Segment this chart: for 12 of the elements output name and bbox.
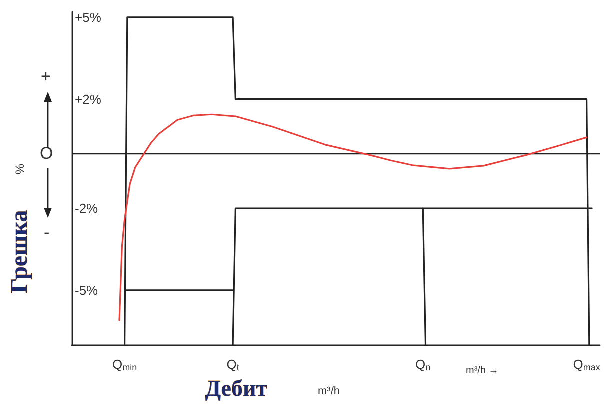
- y-axis-title: Грешка: [7, 210, 34, 294]
- y-tick-label: -5%: [75, 282, 99, 298]
- x-axis-title: Дебит: [205, 376, 268, 402]
- text: m³/h: [318, 386, 340, 398]
- text: +: [41, 67, 51, 86]
- y-tick-label: +5%: [75, 10, 102, 25]
- text: %: [13, 164, 27, 175]
- text: O: [40, 144, 54, 163]
- y-tick-label: +2%: [75, 92, 102, 107]
- y-tick-label: -2%: [75, 201, 99, 216]
- text: m³/h →: [466, 366, 499, 376]
- text: -: [44, 223, 50, 242]
